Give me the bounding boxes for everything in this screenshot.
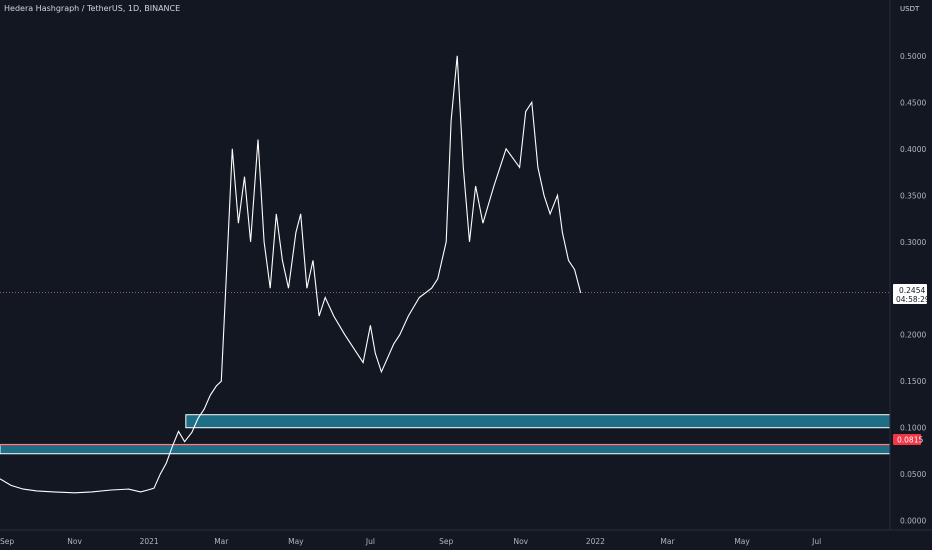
y-tick-label: 0.1000 [900,424,926,433]
x-tick-label: Sep [0,537,14,546]
x-tick-label: 2021 [140,537,159,546]
demand-zone-1 [185,414,891,429]
y-tick-label: 0.0000 [900,517,926,526]
x-tick-label: Sep [439,537,453,546]
x-tick-label: Mar [214,537,229,546]
last-price-badge [893,284,927,304]
y-tick-label: 0.1500 [900,377,926,386]
last-price-value: 0.2454 [899,286,925,295]
y-tick-label: 0.0500 [900,470,926,479]
y-tick-label: 0.3000 [900,238,926,247]
y-tick-label: 0.2000 [900,331,926,340]
support-price-value: 0.0815 [897,436,923,445]
y-tick-label: 0.5000 [900,52,926,61]
x-tick-label: Nov [513,537,528,546]
x-tick-label: May [288,537,304,546]
x-tick-label: Jul [365,537,375,546]
demand-zone-2 [0,443,891,455]
x-tick-label: Nov [67,537,82,546]
y-tick-label: 0.4500 [900,98,926,107]
countdown-timer: 04:58:29 [896,295,930,304]
y-tick-label: 0.3500 [900,191,926,200]
x-tick-label: May [734,537,750,546]
price-series-line [0,55,582,494]
symbol-title[interactable]: Hedera Hashgraph / TetherUS, 1D, BINANCE [4,4,181,13]
currency-unit-button[interactable]: USDT [900,5,920,13]
support-price-badge [893,434,921,445]
y-tick-label: 0.4000 [900,145,926,154]
x-tick-label: Mar [660,537,675,546]
x-tick-label: Jul [811,537,821,546]
x-tick-label: 2022 [586,537,605,546]
